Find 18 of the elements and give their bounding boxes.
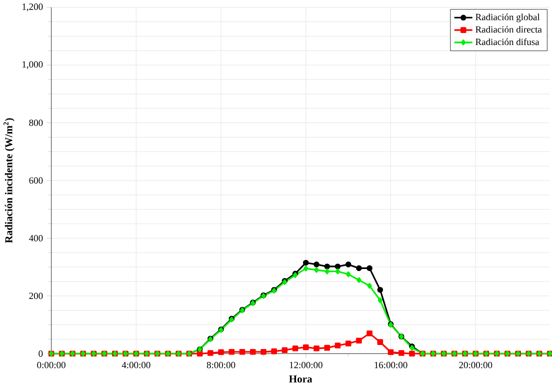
x-tick-label: 20:00:00: [459, 362, 492, 368]
y-tick-label: 600: [29, 177, 43, 184]
x-tick-label: 4:00:00: [122, 362, 150, 368]
y-tick-label: 800: [29, 120, 43, 126]
y-tick-label: 1,000: [22, 61, 43, 69]
legend-label: Radiación global: [476, 14, 540, 22]
y-axis-title: Radiación incidente (W/m$^{2}$): [4, 118, 14, 244]
legend-label: Radiación directa: [476, 26, 542, 33]
x-tick-label: 0:00:00: [37, 362, 66, 368]
x-tick-label: 8:00:00: [206, 362, 236, 368]
legend-label: Radiación difusa: [476, 38, 540, 46]
x-tick-label: 16:00:00: [374, 362, 408, 368]
x-axis-title: Hora: [289, 375, 312, 382]
x-tick-label: 12:00:00: [290, 362, 322, 368]
y-tick-label: 200: [29, 292, 43, 300]
y-tick-label: 1,200: [22, 3, 43, 12]
y-tick-label: 0: [38, 350, 43, 357]
y-tick-label: 400: [29, 234, 43, 242]
